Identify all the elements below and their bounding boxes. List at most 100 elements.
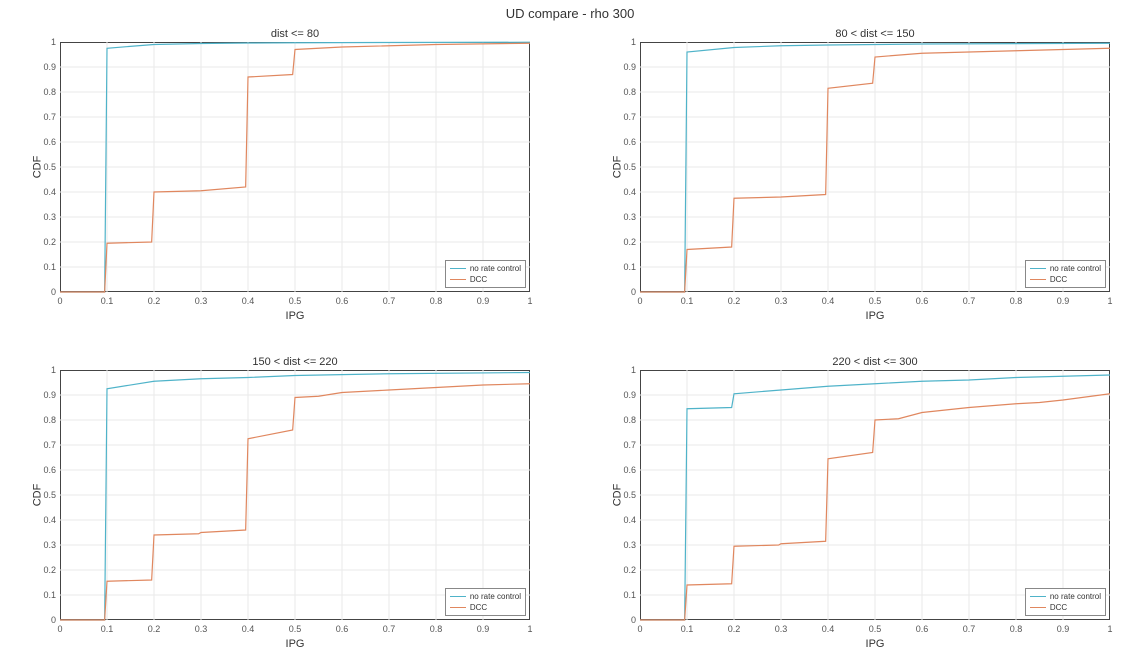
xtick-label: 0.5 (869, 296, 882, 306)
ytick-label: 0.3 (616, 212, 636, 222)
plot-svg (60, 370, 530, 620)
xtick-label: 0.2 (728, 296, 741, 306)
plot-svg (60, 42, 530, 292)
ylabel: CDF (31, 484, 43, 507)
legend-item: no rate control (450, 591, 521, 602)
xtick-label: 0.1 (681, 296, 694, 306)
plot-svg (640, 42, 1110, 292)
xtick-label: 0.1 (101, 624, 114, 634)
xtick-label: 0.6 (336, 624, 349, 634)
ytick-label: 1 (36, 37, 56, 47)
xtick-label: 0.1 (101, 296, 114, 306)
ytick-label: 0.7 (36, 440, 56, 450)
xtick-label: 0.3 (775, 296, 788, 306)
ytick-label: 0.8 (616, 415, 636, 425)
ytick-label: 0.1 (36, 590, 56, 600)
legend-swatch (1030, 596, 1046, 597)
xtick-label: 0.5 (289, 624, 302, 634)
legend-item: DCC (1030, 274, 1101, 285)
subplot-title: 220 < dist <= 300 (640, 356, 1110, 368)
legend-label: DCC (470, 602, 487, 613)
legend-swatch (1030, 279, 1046, 280)
xtick-label: 0 (637, 624, 642, 634)
xtick-label: 1 (527, 296, 532, 306)
ytick-label: 0.1 (616, 262, 636, 272)
legend-swatch (450, 607, 466, 608)
subplot: 220 < dist <= 30000.10.20.30.40.50.60.70… (640, 370, 1110, 620)
xtick-label: 0.5 (289, 296, 302, 306)
subplot-title: 150 < dist <= 220 (60, 356, 530, 368)
legend-label: no rate control (470, 591, 521, 602)
ylabel: CDF (31, 156, 43, 179)
plot-svg (640, 370, 1110, 620)
xtick-label: 0.2 (148, 296, 161, 306)
ytick-label: 0.2 (36, 565, 56, 575)
ytick-label: 0.6 (616, 137, 636, 147)
ytick-label: 0.3 (616, 540, 636, 550)
ytick-label: 0.6 (36, 137, 56, 147)
ytick-label: 0.4 (616, 515, 636, 525)
ytick-label: 0.4 (36, 187, 56, 197)
figure-suptitle: UD compare - rho 300 (0, 6, 1140, 21)
legend-item: no rate control (1030, 591, 1101, 602)
xtick-label: 1 (527, 624, 532, 634)
legend-label: DCC (1050, 602, 1067, 613)
ytick-label: 0 (36, 287, 56, 297)
ytick-label: 0.7 (36, 112, 56, 122)
xtick-label: 0.5 (869, 624, 882, 634)
xtick-label: 0.1 (681, 624, 694, 634)
xtick-label: 0.8 (1010, 624, 1023, 634)
ytick-label: 0.3 (36, 212, 56, 222)
xtick-label: 0.9 (477, 296, 490, 306)
figure: UD compare - rho 300 dist <= 8000.10.20.… (0, 0, 1140, 661)
xtick-label: 0.8 (430, 624, 443, 634)
ytick-label: 0.4 (36, 515, 56, 525)
ytick-label: 1 (616, 365, 636, 375)
xtick-label: 0.3 (775, 624, 788, 634)
ytick-label: 0.9 (616, 62, 636, 72)
xtick-label: 0.7 (383, 296, 396, 306)
ytick-label: 0.1 (616, 590, 636, 600)
xtick-label: 1 (1107, 296, 1112, 306)
xlabel: IPG (60, 310, 530, 322)
legend-item: no rate control (450, 263, 521, 274)
subplot: dist <= 8000.10.20.30.40.50.60.70.80.910… (60, 42, 530, 292)
ytick-label: 0.6 (616, 465, 636, 475)
ylabel: CDF (611, 484, 623, 507)
ytick-label: 0.1 (36, 262, 56, 272)
ytick-label: 0.9 (36, 390, 56, 400)
legend-item: no rate control (1030, 263, 1101, 274)
ytick-label: 0 (616, 287, 636, 297)
subplot: 80 < dist <= 15000.10.20.30.40.50.60.70.… (640, 42, 1110, 292)
subplot: 150 < dist <= 22000.10.20.30.40.50.60.70… (60, 370, 530, 620)
ytick-label: 0.8 (616, 87, 636, 97)
ytick-label: 1 (36, 365, 56, 375)
ytick-label: 0 (36, 615, 56, 625)
legend-label: no rate control (1050, 591, 1101, 602)
xtick-label: 0 (57, 296, 62, 306)
xtick-label: 0.4 (822, 624, 835, 634)
xtick-label: 0.3 (195, 296, 208, 306)
legend-label: no rate control (1050, 263, 1101, 274)
ytick-label: 0.7 (616, 112, 636, 122)
xtick-label: 0.6 (336, 296, 349, 306)
ytick-label: 1 (616, 37, 636, 47)
xtick-label: 0.2 (148, 624, 161, 634)
ytick-label: 0.2 (36, 237, 56, 247)
ytick-label: 0.2 (616, 237, 636, 247)
legend-item: DCC (450, 602, 521, 613)
xtick-label: 0.4 (242, 624, 255, 634)
ytick-label: 0.8 (36, 415, 56, 425)
xlabel: IPG (60, 638, 530, 650)
ytick-label: 0.9 (616, 390, 636, 400)
legend: no rate controlDCC (1025, 260, 1106, 288)
ytick-label: 0.3 (36, 540, 56, 550)
legend-label: DCC (470, 274, 487, 285)
ytick-label: 0.8 (36, 87, 56, 97)
legend-label: DCC (1050, 274, 1067, 285)
legend-swatch (450, 596, 466, 597)
xlabel: IPG (640, 310, 1110, 322)
xtick-label: 0.8 (430, 296, 443, 306)
ytick-label: 0.7 (616, 440, 636, 450)
subplot-title: dist <= 80 (60, 28, 530, 40)
